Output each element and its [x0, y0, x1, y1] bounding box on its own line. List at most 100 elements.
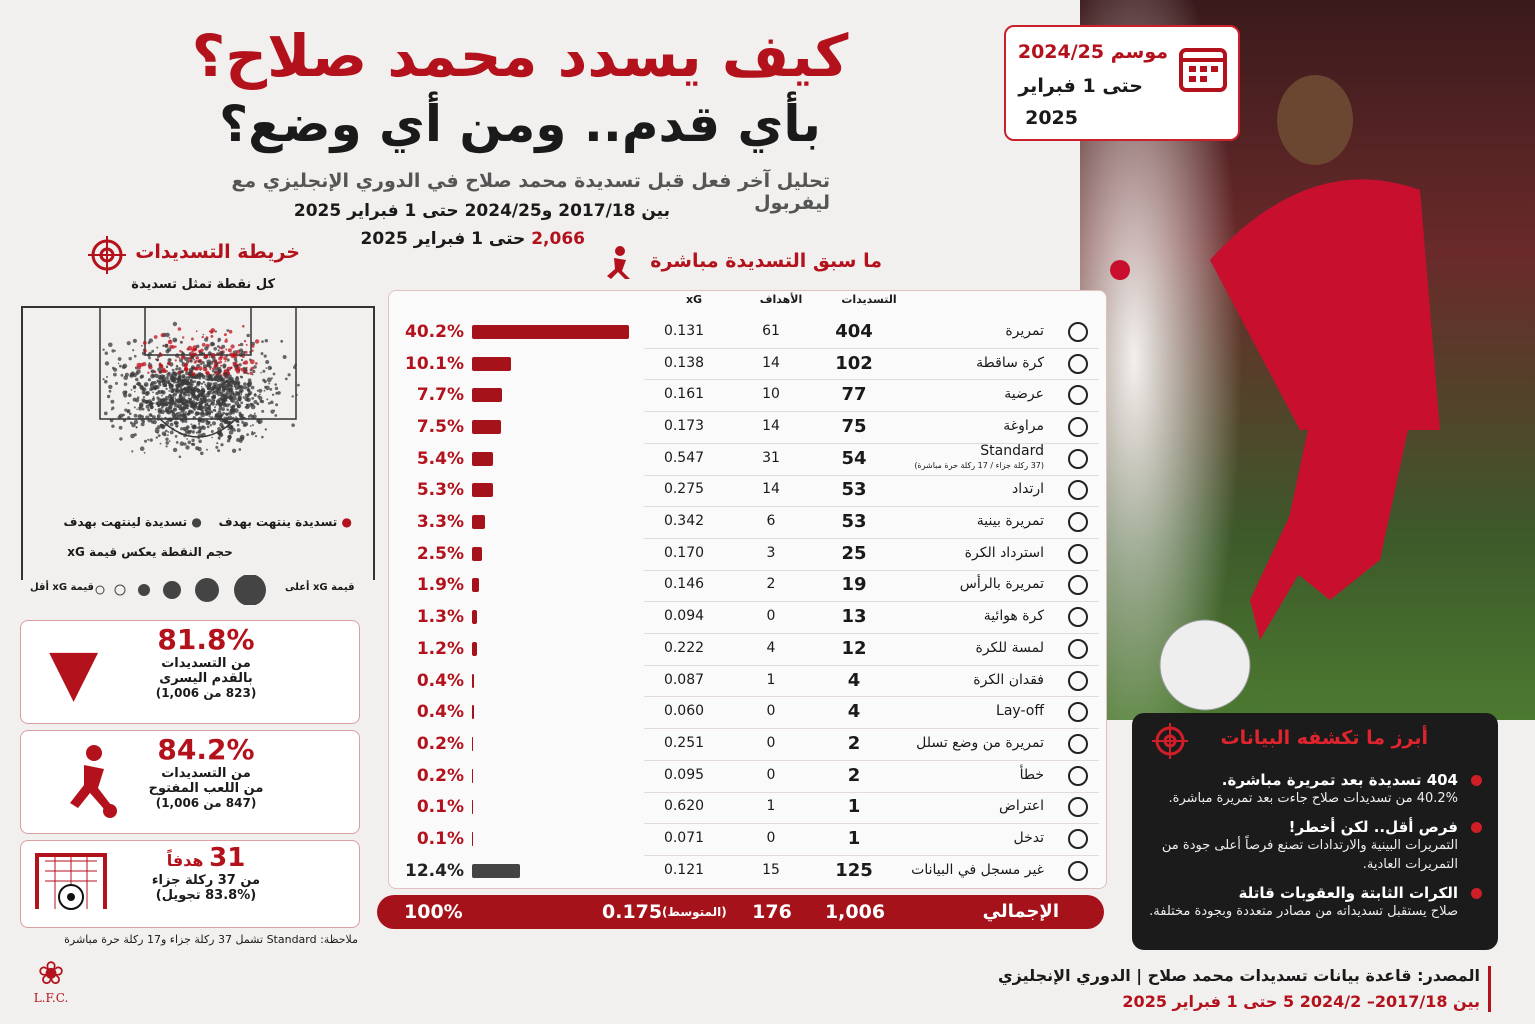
shot-dot	[178, 374, 182, 379]
shot-dot	[225, 348, 228, 351]
shot-dot	[249, 425, 252, 427]
shot-dot	[251, 341, 256, 346]
shot-dot	[198, 349, 202, 353]
shot-dot	[197, 434, 201, 438]
shot-dot	[170, 409, 173, 413]
shots: 1	[847, 828, 861, 850]
shot-dot	[133, 413, 138, 418]
shot-dot	[249, 371, 253, 375]
shot-dot	[267, 402, 271, 405]
table-title: ما سبق التسديدة مباشرة	[650, 250, 882, 272]
shot-dot	[208, 356, 211, 358]
row-label: خطأ	[1019, 766, 1044, 783]
shot-dot	[185, 425, 190, 429]
shots: 125	[835, 859, 873, 881]
shot-dot	[135, 377, 139, 382]
shot-dot	[176, 366, 179, 368]
shot-dot	[117, 362, 120, 365]
goals: 2	[766, 576, 776, 593]
share-bar	[472, 515, 485, 530]
shot-dot	[215, 414, 218, 417]
shot-dot	[203, 374, 206, 377]
shot-dot	[176, 425, 179, 428]
share-bar	[472, 483, 493, 498]
shot-dot	[225, 403, 230, 408]
shot-dot	[251, 397, 255, 400]
row-icon	[1068, 353, 1088, 374]
shots: 2	[847, 764, 861, 786]
shot-dot	[250, 385, 255, 390]
shot-dot	[206, 425, 210, 429]
foot-icon: ▼	[49, 636, 99, 710]
shot-dot	[217, 380, 220, 383]
shot-dot	[236, 366, 241, 371]
shot-dot	[254, 339, 260, 344]
shot-dot	[169, 430, 174, 435]
goals: 3	[766, 544, 776, 561]
shot-dot	[227, 376, 231, 380]
xg: 0.060	[663, 703, 705, 720]
insight-head: فرص أقل.. لكن أخطر!	[1288, 818, 1458, 836]
shot-dot	[135, 398, 140, 403]
shot-dot	[206, 387, 210, 391]
shot-dot	[193, 352, 197, 356]
share-label: 0.1%	[416, 829, 464, 850]
shot-dot	[240, 385, 245, 390]
shot-dot	[148, 365, 153, 370]
shot-dot	[180, 427, 184, 431]
row-divider	[644, 791, 1099, 793]
shot-dot	[189, 378, 192, 381]
shot-dot	[228, 387, 231, 390]
shot-dot	[225, 354, 229, 358]
size-low: قيمة xG أقل	[30, 582, 94, 593]
shot-dot	[147, 371, 150, 374]
shot-dot	[261, 340, 264, 343]
calendar-icon	[1179, 48, 1227, 92]
shot-dot	[192, 393, 195, 396]
shot-dot	[227, 348, 232, 353]
xg: 0.071	[663, 830, 705, 847]
stat-line: من التسديدات	[161, 766, 251, 781]
shot-dot	[161, 397, 166, 403]
shot-dot	[156, 425, 161, 430]
shot-dot	[174, 397, 177, 399]
shot-dot	[157, 367, 162, 372]
shot-dot	[133, 419, 139, 425]
shot-dot	[153, 335, 158, 339]
shot-dot	[156, 396, 160, 400]
shot-dot	[239, 388, 244, 393]
shot-dot	[141, 398, 146, 402]
shot-dot	[147, 399, 152, 403]
shot-dot	[204, 337, 209, 342]
shot-dot	[221, 407, 225, 412]
row-label: Standard	[980, 442, 1044, 459]
shot-dot	[253, 365, 257, 369]
row-divider	[644, 442, 1099, 444]
shot-dot	[262, 378, 266, 382]
shot-dot	[165, 445, 168, 448]
shot-dot	[165, 409, 170, 414]
shot-dot	[226, 358, 230, 362]
shot-dot	[136, 362, 142, 368]
share-label: 1.9%	[416, 575, 464, 596]
shot-dot	[142, 392, 146, 395]
shot-dot	[296, 394, 298, 396]
shot-dot	[136, 381, 141, 386]
shot-dot	[216, 384, 221, 389]
shot-dot	[111, 406, 115, 410]
shot-dot	[227, 434, 232, 440]
shot-dot	[168, 406, 173, 411]
goals: 14	[762, 417, 780, 434]
row-icon	[1068, 480, 1088, 501]
shot-dot	[265, 360, 270, 364]
shot-dot	[202, 398, 208, 403]
total-goals: 176	[752, 901, 792, 923]
shot-dot	[192, 381, 195, 384]
shot-dot	[178, 357, 181, 359]
shot-dot	[171, 399, 174, 402]
season-year: 2025	[1025, 107, 1078, 129]
shot-dot	[190, 423, 193, 426]
legend-nongoal: تسديدة لينتهت بهدف	[63, 515, 188, 529]
shot-dot	[271, 393, 275, 396]
shot-dot	[260, 399, 265, 404]
